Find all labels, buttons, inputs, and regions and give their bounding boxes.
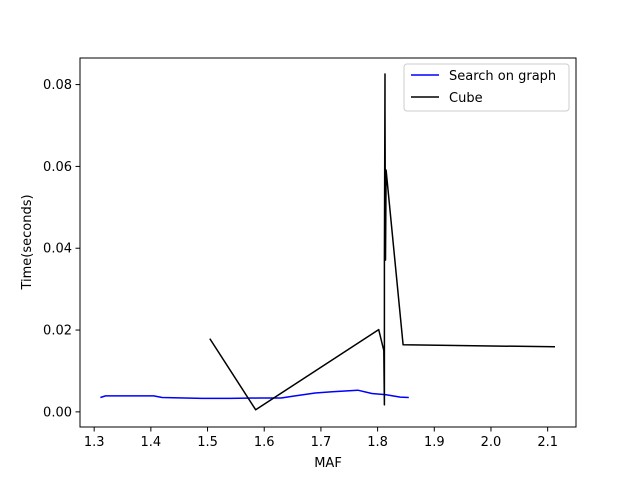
y-tick-label: 0.02 bbox=[43, 324, 72, 339]
x-tick-label: 1.5 bbox=[197, 435, 218, 450]
series-layer bbox=[100, 73, 556, 411]
x-tick-label: 1.7 bbox=[311, 435, 332, 450]
x-tick-label: 1.8 bbox=[367, 435, 388, 450]
y-tick-label: 0.06 bbox=[43, 160, 72, 175]
y-tick-label: 0.00 bbox=[43, 405, 72, 420]
legend-label-search-on-graph: Search on graph bbox=[449, 69, 556, 84]
series-line-cube bbox=[209, 73, 556, 411]
y-axis: 0.00 0.02 0.04 0.06 0.08 bbox=[43, 78, 80, 420]
x-tick-label: 1.9 bbox=[424, 435, 445, 450]
legend-box bbox=[403, 63, 570, 112]
y-axis-label: Time(seconds) bbox=[20, 194, 35, 290]
x-tick-label: 1.6 bbox=[254, 435, 275, 450]
plot-frame bbox=[79, 57, 577, 428]
x-tick-label: 2.1 bbox=[537, 435, 558, 450]
series-line-search-on-graph bbox=[100, 389, 409, 400]
y-tick-label: 0.08 bbox=[43, 78, 72, 93]
x-axis: 1.3 1.4 1.5 1.6 1.7 1.8 1.9 2.0 2.1 bbox=[84, 427, 558, 450]
x-tick-label: 2.0 bbox=[481, 435, 502, 450]
x-tick-label: 1.3 bbox=[84, 435, 105, 450]
x-axis-label: MAF bbox=[314, 456, 342, 471]
legend-label-cube: Cube bbox=[449, 91, 483, 106]
x-tick-label: 1.4 bbox=[141, 435, 162, 450]
legend: Search on graph Cube bbox=[403, 63, 570, 112]
y-tick-label: 0.04 bbox=[43, 242, 72, 257]
